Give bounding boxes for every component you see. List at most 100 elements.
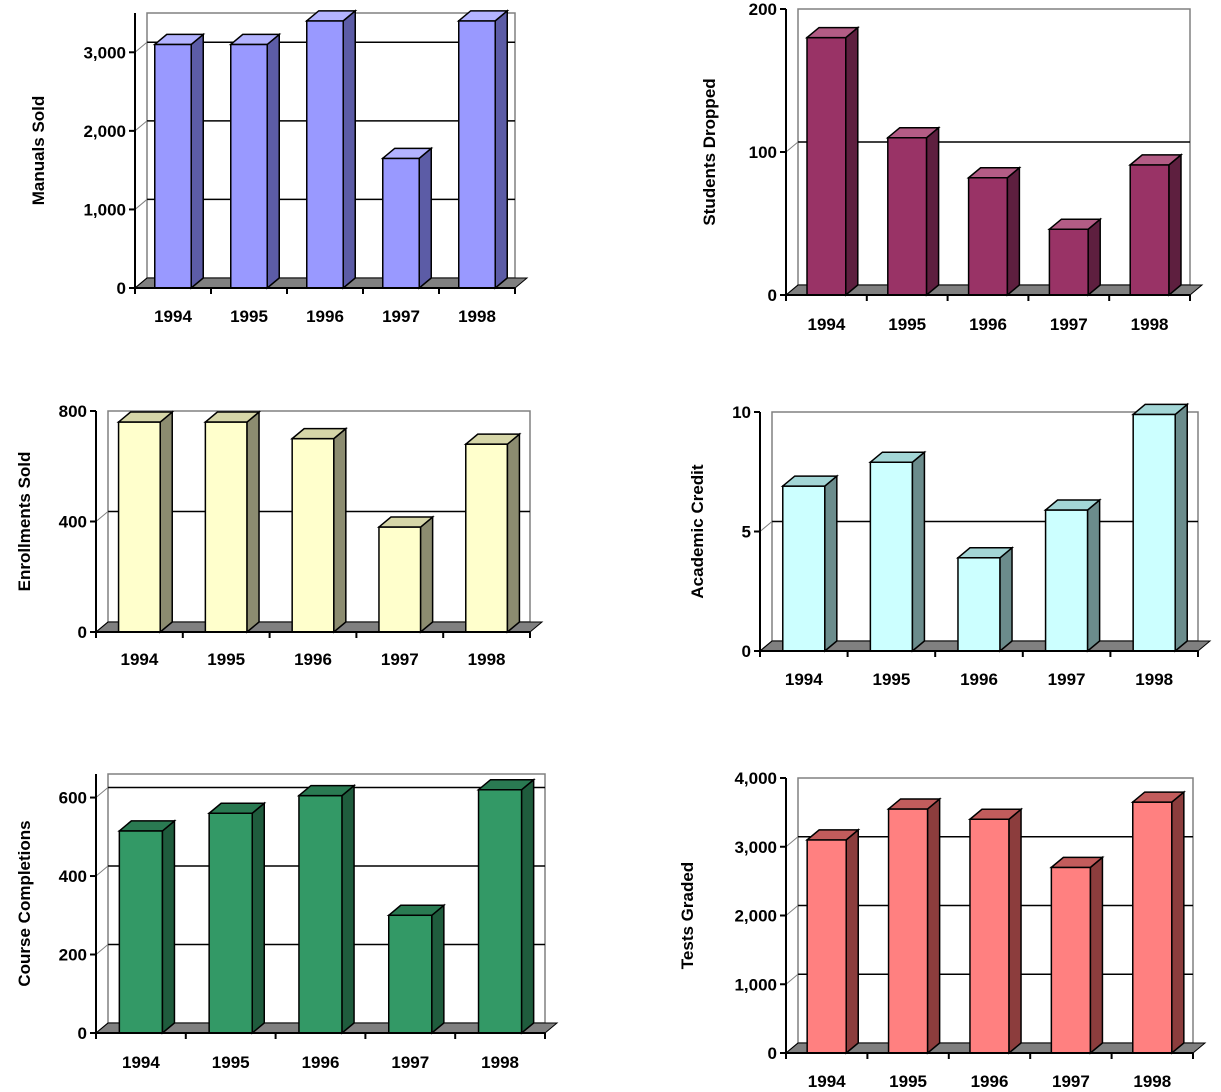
bar-1998 <box>1128 153 1184 297</box>
bar-side <box>161 819 176 1035</box>
y-axis-label: Students Dropped <box>700 78 719 225</box>
bar-front <box>1132 801 1173 1054</box>
y-axis-label: Enrollments Sold <box>15 452 34 592</box>
bar-top <box>463 433 522 445</box>
bar-chart-4: 0 5 10 1994 1995 1996 1997 1998 Academic Credit <box>688 402 1212 689</box>
bar-side <box>431 903 445 1035</box>
bar-1996 <box>966 166 1022 297</box>
bar-front <box>477 788 523 1034</box>
x-tick-label: 1998 <box>1133 1072 1171 1091</box>
bar-chart-6: 0 1,000 2,000 3,000 4,000 1994 1995 1996 1997 199… <box>678 769 1207 1091</box>
gridline-side <box>134 120 148 132</box>
gridline-side <box>95 787 109 798</box>
bar-top <box>203 411 262 423</box>
y-tick-label: 0 <box>768 286 777 305</box>
bar-1998 <box>456 9 510 290</box>
x-tick-label: 1998 <box>458 307 496 326</box>
bar-front <box>458 20 496 289</box>
bar-top <box>386 904 446 917</box>
bar-1994 <box>117 819 177 1035</box>
gridline-side <box>785 836 799 848</box>
bar-side <box>342 9 356 290</box>
bar-front <box>118 830 164 1034</box>
x-tick-label: 1995 <box>230 307 268 326</box>
y-axis-label: Manuals Sold <box>29 96 48 206</box>
bar-1998 <box>463 432 522 634</box>
y-tick-label: 3,000 <box>734 838 777 857</box>
bar-front <box>887 808 929 1054</box>
bar-side <box>1086 498 1101 653</box>
x-tick-label: 1998 <box>468 650 506 669</box>
x-tick-label: 1994 <box>807 315 845 334</box>
bar-1996 <box>967 807 1024 1055</box>
bar-front <box>208 812 254 1034</box>
bar-front <box>1050 866 1092 1054</box>
bar-side <box>911 450 926 653</box>
y-tick-label: 800 <box>59 402 87 421</box>
bar-chart-1: 0 1,000 2,000 3,000 1994 1995 1996 1997 1998 Manu… <box>29 9 529 326</box>
y-tick-label: 400 <box>59 513 87 532</box>
bar-side <box>159 410 173 634</box>
bar-top <box>290 427 348 440</box>
x-tick-label: 1996 <box>971 1072 1009 1091</box>
bar-front <box>1048 228 1089 296</box>
x-tick-label: 1998 <box>481 1053 519 1072</box>
bar-front <box>465 443 509 633</box>
y-axis-label: Academic Credit <box>688 464 707 598</box>
y-tick-label: 0 <box>78 623 87 642</box>
bar-side <box>1008 807 1022 1055</box>
bar-top <box>885 126 941 139</box>
bar-top <box>804 26 860 39</box>
bar-side <box>1089 855 1104 1055</box>
bar-top <box>868 451 927 463</box>
x-tick-label: 1997 <box>381 650 419 669</box>
bar-side <box>926 797 941 1055</box>
bar-top <box>1047 218 1103 230</box>
bar-top <box>228 33 282 46</box>
bar-1998 <box>1131 402 1190 653</box>
bar-side <box>266 32 280 290</box>
bar-front <box>782 485 826 652</box>
bar-top <box>955 547 1015 559</box>
bar-front <box>1129 164 1170 296</box>
bar-front <box>387 914 433 1034</box>
x-tick-label: 1997 <box>391 1053 429 1072</box>
x-tick-label: 1994 <box>785 670 823 689</box>
bar-side <box>1006 166 1021 297</box>
x-tick-label: 1996 <box>306 307 344 326</box>
bar-front <box>887 136 928 296</box>
bar-top <box>967 808 1024 820</box>
bar-side <box>845 828 859 1055</box>
bar-1996 <box>290 427 348 634</box>
bar-front <box>117 421 161 633</box>
bar-side <box>999 546 1013 653</box>
bar-side <box>925 126 940 297</box>
bar-1994 <box>780 474 839 653</box>
bar-1997 <box>380 146 434 290</box>
bar-chart-5: 0 200 400 600 1994 1995 1996 1997 1998 Course Com… <box>15 773 559 1072</box>
bar-top <box>1043 499 1102 511</box>
bar-side <box>506 432 521 634</box>
bar-1996 <box>304 9 358 290</box>
bar-front <box>806 36 847 296</box>
y-tick-label: 0 <box>117 279 126 298</box>
x-tick-label: 1997 <box>1048 670 1086 689</box>
bar-top <box>780 475 839 487</box>
bar-front <box>806 839 847 1054</box>
x-tick-label: 1995 <box>212 1053 250 1072</box>
y-tick-label: 200 <box>749 0 777 19</box>
bar-side <box>190 32 204 290</box>
bar-1995 <box>885 126 941 297</box>
bar-1995 <box>228 32 282 290</box>
y-tick-label: 2,000 <box>83 122 126 141</box>
bar-top <box>1049 856 1105 869</box>
bar-top <box>1130 791 1186 803</box>
bar-side <box>494 9 508 290</box>
y-tick-label: 400 <box>59 867 87 886</box>
bar-top <box>152 33 206 46</box>
bar-chart-3: 0 400 800 1994 1995 1996 1997 1998 Enrollments S… <box>15 402 544 669</box>
y-tick-label: 3,000 <box>83 43 126 62</box>
bar-1996 <box>296 783 357 1035</box>
gridline-side <box>759 521 773 532</box>
bar-front <box>298 794 343 1034</box>
